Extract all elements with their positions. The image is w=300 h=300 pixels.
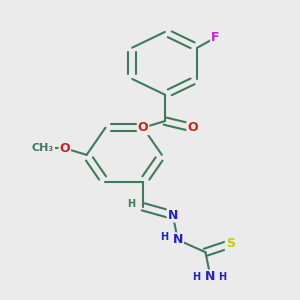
Text: H: H (127, 199, 135, 208)
Text: H: H (218, 272, 226, 282)
Text: H: H (160, 232, 168, 242)
Text: S: S (226, 238, 235, 250)
Text: O: O (187, 121, 198, 134)
Text: N: N (172, 233, 183, 246)
Text: F: F (211, 31, 220, 44)
Text: O: O (59, 142, 70, 155)
Text: O: O (138, 121, 148, 134)
Text: N: N (168, 208, 178, 222)
Text: CH₃: CH₃ (32, 143, 54, 153)
Text: N: N (205, 271, 216, 284)
Text: H: H (193, 272, 201, 282)
